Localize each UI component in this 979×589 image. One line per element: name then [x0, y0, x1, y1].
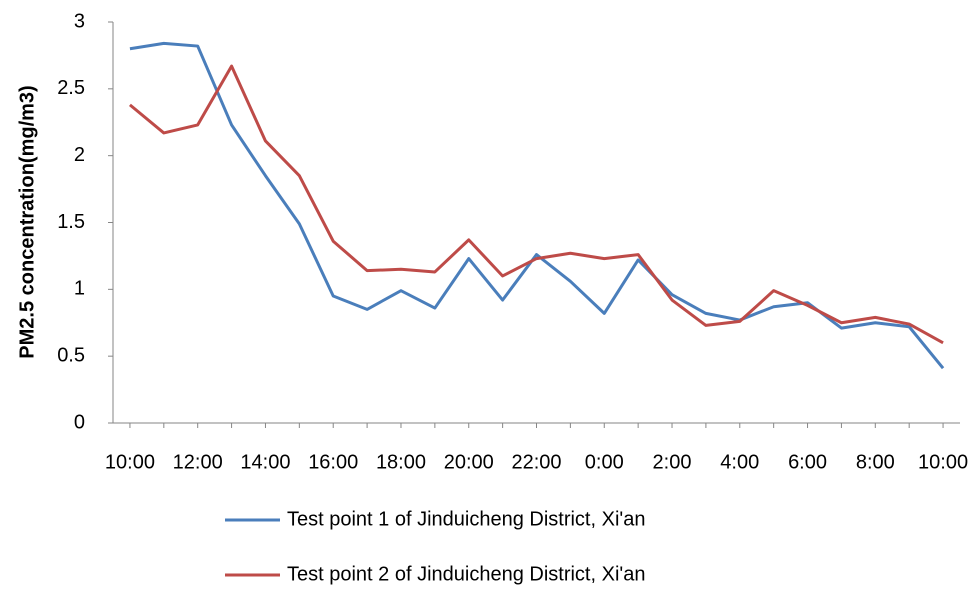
x-tick-label: 2:00	[653, 451, 692, 473]
line-series	[128, 64, 944, 345]
y-tick-label: 2.5	[57, 77, 85, 99]
y-axis-title: PM2.5 concentration(mg/m3)	[16, 85, 38, 358]
y-tick-label: 2	[74, 144, 85, 166]
legend-label: Test point 1 of Jinduicheng District, Xi…	[287, 508, 645, 530]
y-tick-label: 0	[74, 411, 85, 433]
x-tick-label: 18:00	[376, 451, 426, 473]
x-tick-label: 6:00	[788, 451, 827, 473]
x-tick-label: 12:00	[173, 451, 223, 473]
x-tick-label: 0:00	[585, 451, 624, 473]
x-tick-label: 14:00	[240, 451, 290, 473]
x-tick-label: 22:00	[511, 451, 561, 473]
x-tick-label: 16:00	[308, 451, 358, 473]
legend-label: Test point 2 of Jinduicheng District, Xi…	[287, 563, 645, 585]
y-tick-label: 1	[74, 278, 85, 300]
x-tick-label: 10:00	[918, 451, 968, 473]
y-tick-label: 1.5	[57, 211, 85, 233]
x-tick-label: 4:00	[720, 451, 759, 473]
line-series	[129, 41, 945, 370]
x-tick-label: 10:00	[105, 451, 155, 473]
x-tick-label: 8:00	[856, 451, 895, 473]
y-tick-label: 0.5	[57, 344, 85, 366]
x-tick-label: 20:00	[444, 451, 494, 473]
y-tick-label: 3	[74, 10, 85, 32]
